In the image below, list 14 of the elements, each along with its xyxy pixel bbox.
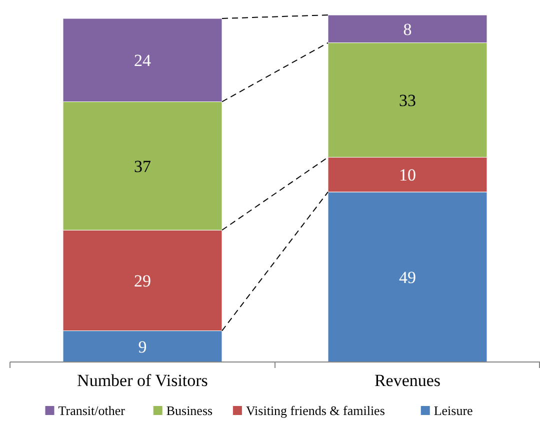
x-tick-label: Revenues [374,371,441,390]
legend-label: Visiting friends & families [246,403,385,418]
legend-label: Business [166,403,213,418]
data-label: 8 [403,20,412,39]
data-label: 37 [134,156,152,176]
data-label: 33 [399,90,416,110]
legend-label: Transit/other [58,403,126,418]
data-label: 49 [399,268,416,287]
data-label: 24 [134,51,152,70]
data-label: 9 [138,337,147,356]
x-tick-label: Number of Visitors [77,371,208,390]
legend-label: Leisure [434,403,474,418]
data-label: 10 [399,166,416,185]
data-label: 29 [134,271,151,290]
